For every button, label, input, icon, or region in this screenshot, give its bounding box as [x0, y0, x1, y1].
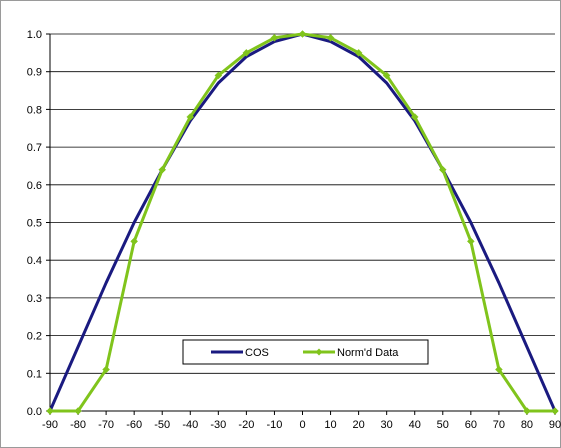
data-point-marker [74, 407, 82, 415]
y-tick-label: 0.8 [27, 104, 42, 116]
y-tick-label: 0.3 [27, 293, 42, 305]
x-axis-tick-labels: -90 -80 -70 -60 -50 -40 -30 -20 -10 0 10 20 30 40 50 60… [42, 419, 561, 431]
x-tick-label: -80 [70, 419, 86, 431]
y-tick-label: 0.5 [27, 218, 42, 230]
data-point-marker [46, 407, 54, 415]
data-point-marker [382, 71, 391, 80]
x-tick-label: -20 [238, 419, 254, 431]
y-tick-label: 0.1 [27, 368, 42, 380]
x-tick-label: 30 [381, 419, 393, 431]
x-tick-label: -40 [182, 419, 198, 431]
y-tick-label: 0.7 [27, 142, 42, 154]
data-point-marker [242, 48, 251, 57]
legend-label: COS [245, 347, 269, 359]
x-tick-label: 40 [409, 419, 421, 431]
data-point-marker [495, 365, 503, 374]
data-point-marker [270, 33, 279, 42]
data-point-marker [130, 237, 139, 246]
y-tick-label: 0.0 [27, 406, 42, 418]
x-tick-label: 10 [324, 419, 336, 431]
data-point-marker [214, 71, 223, 80]
axes [46, 33, 556, 415]
x-tick-label: 60 [465, 419, 477, 431]
y-tick-label: 1.0 [27, 29, 42, 41]
x-tick-label: -30 [210, 419, 226, 431]
data-point-marker [326, 33, 335, 42]
legend-marker [315, 348, 323, 356]
data-point-marker [466, 237, 475, 246]
x-tick-label: -70 [98, 419, 114, 431]
x-tick-label: 90 [549, 419, 561, 431]
y-tick-label: 0.9 [27, 67, 42, 79]
x-tick-label: 0 [299, 419, 305, 431]
y-tick-label: 0.2 [27, 331, 42, 343]
x-tick-label: 50 [437, 419, 449, 431]
x-tick-label: 80 [521, 419, 533, 431]
gridlines [50, 33, 555, 374]
x-tick-label: -10 [266, 419, 282, 431]
series-lines [46, 30, 559, 415]
y-tick-label: 0.4 [27, 255, 42, 267]
legend-label: Norm'd Data [337, 347, 399, 359]
x-tick-label: -50 [154, 419, 170, 431]
data-point-marker [523, 407, 531, 415]
data-point-marker [551, 407, 559, 415]
x-tick-label: 70 [493, 419, 505, 431]
data-point-marker [410, 113, 419, 121]
x-tick-label: 20 [352, 419, 364, 431]
data-point-marker [158, 165, 167, 174]
data-point-marker [186, 113, 195, 121]
y-tick-label: 0.6 [27, 180, 42, 192]
data-point-marker [354, 48, 363, 57]
data-point-marker [102, 365, 110, 374]
x-tick-label: -90 [42, 419, 58, 431]
y-axis-tick-labels: 0.0 0.1 0.2 0.3 0.4 0.5 0.6 0.7 0.8 0.9 1.0 [27, 29, 42, 418]
data-point-marker [438, 165, 447, 174]
legend: COS Norm'd Data [182, 339, 429, 365]
x-tick-label: -60 [126, 419, 142, 431]
data-point-marker [298, 30, 307, 38]
